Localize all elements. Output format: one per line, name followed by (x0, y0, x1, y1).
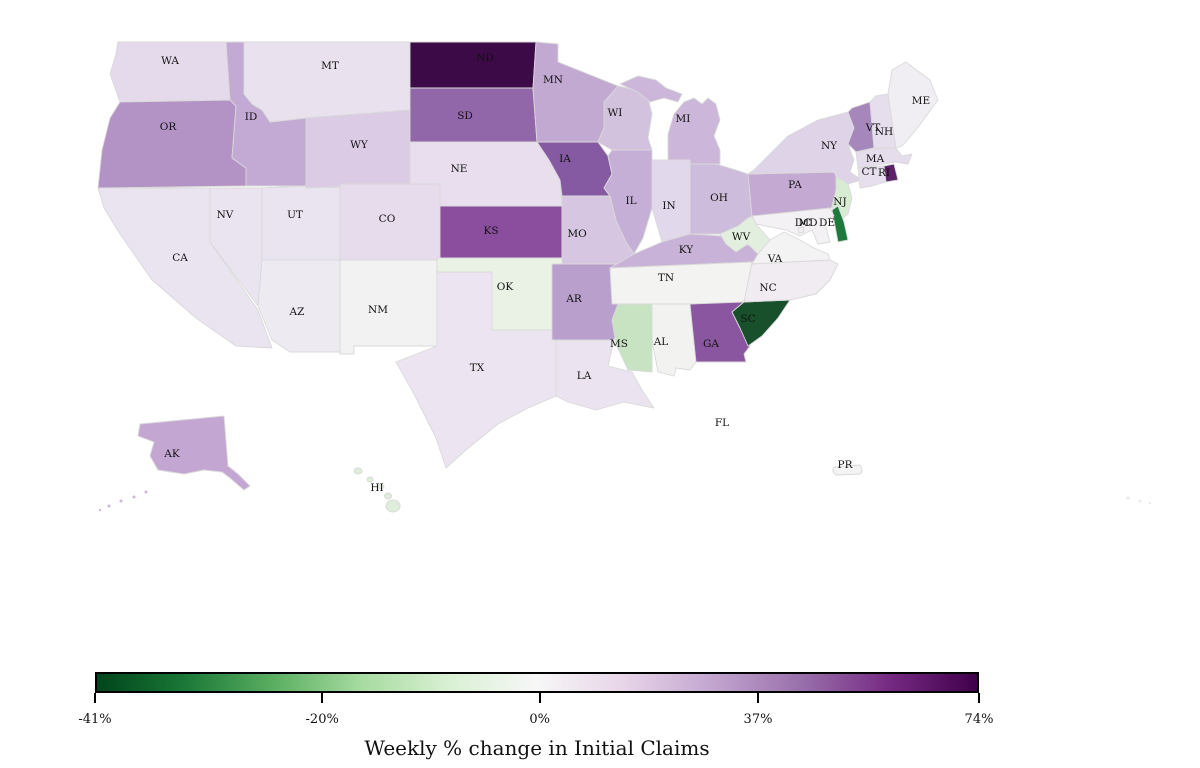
colorbar-tick-label: 74% (964, 712, 994, 727)
state-RI (883, 163, 899, 183)
colorbar-tick (538, 693, 541, 703)
state-label-GA: GA (703, 338, 719, 350)
colorbar-tick (978, 693, 980, 703)
state-DC (797, 226, 805, 234)
state-label-AZ: AZ (289, 306, 305, 318)
state-label-OH: OH (710, 192, 728, 204)
state-SD (409, 87, 538, 143)
state-MA (855, 147, 913, 169)
state-label-WA: WA (161, 55, 179, 67)
state-label-HI: HI (370, 482, 383, 494)
colorbar-tick (321, 693, 324, 703)
state-WA (109, 41, 231, 103)
state-NC (743, 257, 839, 303)
colorbar-tick-label: -20% (305, 712, 339, 727)
colorbar-tick (757, 693, 759, 703)
state-LA (555, 339, 655, 411)
state-label-FL: FL (715, 417, 729, 429)
state-label-NY: NY (821, 140, 838, 152)
caribbean-island-specks (1126, 496, 1152, 505)
state-SC (731, 299, 791, 347)
state-label-MO: MO (567, 228, 587, 240)
state-label-AR: AR (565, 293, 583, 305)
state-label-IN: IN (662, 200, 675, 212)
colorbar-tick-label: -41% (78, 712, 112, 727)
state-MD (751, 207, 835, 245)
colorbar-gradient (95, 672, 979, 693)
state-label-WY: WY (350, 139, 369, 151)
state-label-AK: AK (163, 448, 180, 460)
state-label-NV: NV (217, 209, 234, 221)
state-label-MT: MT (321, 60, 339, 72)
state-UT (261, 185, 341, 261)
state-label-PR: PR (838, 459, 854, 471)
state-label-RI: RI (878, 167, 890, 179)
state-label-TX: TX (470, 362, 485, 374)
state-CT (857, 165, 887, 189)
state-ME (887, 61, 939, 149)
colorbar: -41% -20% 0% 37% 74% (78, 672, 993, 727)
state-label-MD: MD (798, 217, 817, 229)
state-label-NM: NM (368, 304, 388, 316)
state-label-NC: NC (759, 282, 776, 294)
state-OR (97, 99, 247, 189)
colorbar-tick-label: 37% (743, 712, 773, 727)
state-label-ND: ND (476, 52, 494, 64)
state-label-DC: DC (795, 217, 811, 229)
state-VA (751, 231, 831, 265)
state-label-KS: KS (483, 225, 498, 237)
state-HI (353, 467, 401, 513)
state-label-DE: DE (819, 217, 835, 229)
state-label-OK: OK (497, 281, 514, 293)
state-label-SD: SD (457, 110, 473, 122)
colorbar-tick (94, 693, 96, 703)
aleutian-islands-dots (98, 490, 148, 512)
state-label-WV: WV (732, 231, 751, 243)
state-PR (832, 464, 863, 476)
state-label-NE: NE (451, 163, 468, 175)
state-label-CA: CA (172, 252, 188, 264)
state-label-PA: PA (788, 179, 802, 191)
colorbar-caption: Weekly % change in Initial Claims (364, 736, 710, 760)
state-label-CO: CO (379, 213, 396, 225)
state-label-OR: OR (160, 121, 178, 133)
state-label-VT: VT (865, 122, 881, 134)
state-label-TN: TN (658, 272, 674, 284)
state-NM (339, 259, 438, 355)
state-label-NH: NH (875, 126, 893, 138)
state-AK (137, 415, 251, 491)
state-label-MN: MN (543, 74, 563, 86)
state-KS (439, 205, 563, 259)
state-label-WI: WI (608, 107, 623, 119)
state-label-VA: VA (767, 253, 783, 265)
state-label-MA: MA (866, 153, 885, 165)
state-label-UT: UT (287, 209, 303, 221)
state-DE (831, 205, 849, 243)
state-shapes-layer (97, 41, 939, 513)
state-label-MS: MS (610, 338, 628, 350)
state-label-ID: ID (245, 111, 258, 123)
state-MT (243, 41, 411, 123)
state-NY (747, 111, 863, 185)
state-WV (719, 215, 771, 255)
state-TN (609, 261, 759, 305)
state-label-IL: IL (625, 195, 636, 207)
state-TX (395, 271, 557, 469)
state-ND (409, 41, 537, 89)
state-label-SC: SC (740, 313, 755, 325)
state-label-NJ: NJ (833, 196, 846, 208)
state-label-MI: MI (676, 113, 691, 125)
state-label-CT: CT (861, 166, 876, 178)
state-label-AL: AL (653, 336, 669, 348)
state-label-IA: IA (559, 153, 571, 165)
colorbar-tick-label: 0% (529, 712, 550, 727)
state-label-LA: LA (577, 370, 592, 382)
state-labels-layer: WA OR CA ID NV UT AZ MT WY CO NM ND SD NE KS OK TX MN IA MO… (160, 52, 930, 494)
state-label-ME: ME (912, 95, 930, 107)
state-label-KY: KY (679, 244, 695, 256)
